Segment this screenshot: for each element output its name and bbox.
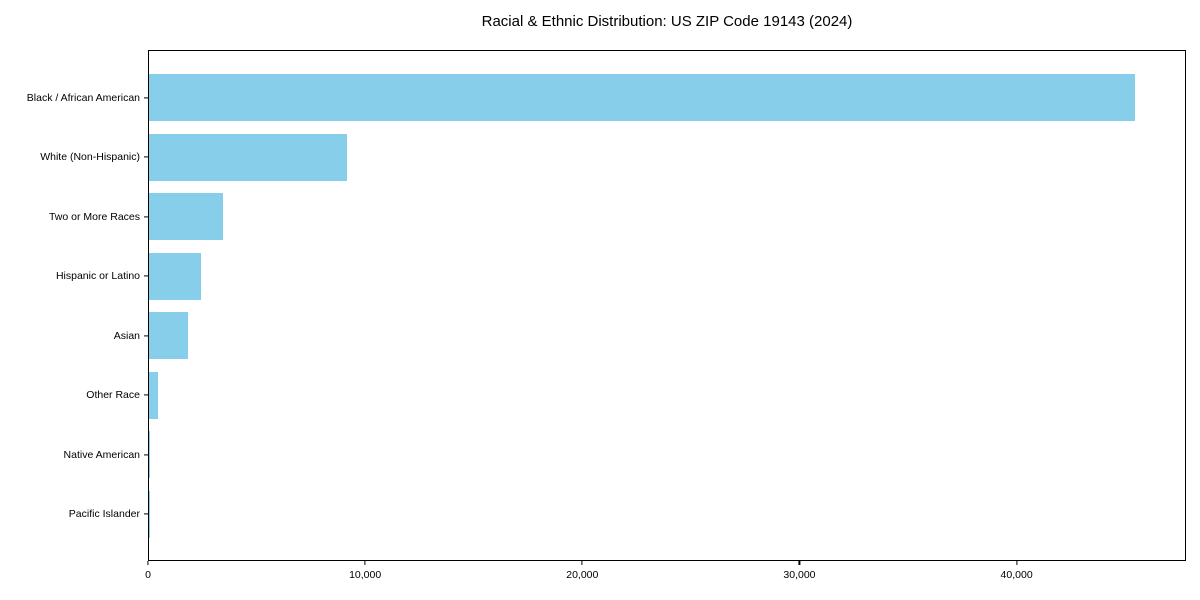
bar: [149, 431, 151, 479]
x-tick-label: 40,000: [1000, 569, 1033, 581]
y-axis-label: Two or More Races: [48, 210, 140, 223]
x-tick-mark: [364, 561, 366, 565]
y-axis-label: Native American: [63, 448, 140, 461]
bar-row: White (Non-Hispanic): [40, 128, 1185, 188]
bar: [149, 312, 188, 360]
x-tick-label: 30,000: [783, 569, 816, 581]
y-tick-mark: [144, 156, 148, 158]
bar-row: Hispanic or Latino: [56, 247, 1185, 307]
x-axis: 0 10,000 20,000 30,000 40,000: [145, 561, 1186, 591]
y-tick-mark: [144, 394, 148, 396]
bar-row: Black / African American: [27, 68, 1185, 128]
bar: [149, 74, 1136, 122]
x-tick-mark: [581, 561, 583, 565]
bar-row: Asian: [114, 306, 1185, 366]
bar-row: Pacific Islander: [69, 485, 1185, 545]
x-tick-label: 10,000: [349, 569, 382, 581]
bar-row: Two or More Races: [49, 187, 1185, 247]
x-tick-label: 20,000: [566, 569, 599, 581]
y-tick-mark: [144, 275, 148, 277]
y-axis-label: Hispanic or Latino: [55, 270, 140, 283]
plot-area: Black / African American White (Non-Hispa…: [27, 50, 1186, 561]
bar-rows: Black / African American White (Non-Hispa…: [27, 51, 1185, 560]
y-axis-label: White (Non-Hispanic): [40, 151, 140, 164]
y-tick-mark: [144, 335, 148, 337]
y-tick-mark: [144, 216, 148, 218]
x-tick-mark: [1016, 561, 1018, 565]
x-tick-mark: [798, 561, 801, 565]
y-axis-label: Pacific Islander: [68, 508, 140, 521]
y-tick-mark: [144, 454, 148, 456]
bar-row: Native American: [64, 425, 1185, 485]
y-axis-label: Black / African American: [26, 91, 140, 104]
bar: [149, 193, 223, 241]
y-axis-label: Other Race: [86, 389, 140, 402]
y-axis-label: Asian: [113, 329, 140, 342]
x-tick-mark: [147, 561, 149, 565]
bar: [149, 371, 158, 419]
bar: [149, 252, 202, 300]
bar-row: Other Race: [86, 366, 1185, 426]
x-tick-label: 0: [145, 569, 151, 581]
bar: [149, 133, 348, 181]
chart-title: Racial & Ethnic Distribution: US ZIP Cod…: [481, 13, 853, 30]
y-tick-mark: [144, 513, 148, 515]
y-tick-mark: [144, 97, 148, 99]
